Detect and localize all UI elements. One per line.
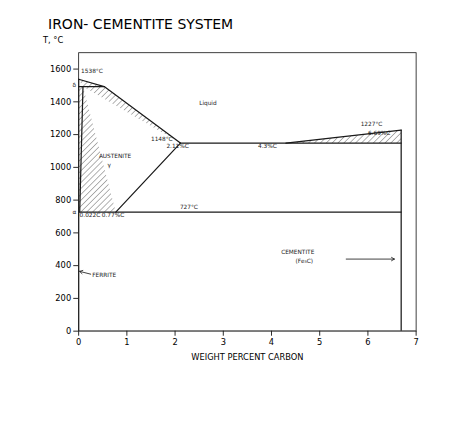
svg-text:AUSTENITE: AUSTENITE xyxy=(99,153,132,159)
svg-text:α: α xyxy=(72,209,76,215)
svg-text:4.3%C: 4.3%C xyxy=(258,143,277,149)
svg-text:1200: 1200 xyxy=(50,129,71,139)
svg-text:2: 2 xyxy=(172,337,177,347)
svg-text:1: 1 xyxy=(124,337,129,347)
svg-text:727°C: 727°C xyxy=(180,204,198,210)
svg-text:0: 0 xyxy=(66,326,71,336)
svg-text:(Fe₃C): (Fe₃C) xyxy=(296,258,313,264)
svg-text:600: 600 xyxy=(55,228,71,238)
svg-text:CEMENTITE: CEMENTITE xyxy=(281,249,315,255)
svg-text:0.022C: 0.022C xyxy=(80,212,101,218)
svg-text:γ: γ xyxy=(108,162,112,169)
svg-text:1227°C: 1227°C xyxy=(361,121,383,127)
svg-text:Liquid: Liquid xyxy=(199,100,217,107)
svg-text:800: 800 xyxy=(55,195,71,205)
svg-text:0: 0 xyxy=(76,337,81,347)
html-text:IRON- CEMENTITE SYSTEM: IRON- CEMENTITE SYSTEM xyxy=(48,16,234,32)
svg-text:2.11%C: 2.11%C xyxy=(166,143,188,149)
svg-text:FERRITE: FERRITE xyxy=(92,272,116,278)
svg-text:1400: 1400 xyxy=(50,97,71,107)
svg-text:T, °C: T, °C xyxy=(42,35,63,45)
svg-text:WEIGHT PERCENT CARBON: WEIGHT PERCENT CARBON xyxy=(191,352,303,362)
svg-text:3: 3 xyxy=(221,337,226,347)
svg-text:1000: 1000 xyxy=(50,162,71,172)
svg-text:200: 200 xyxy=(55,293,71,303)
svg-text:400: 400 xyxy=(55,260,71,270)
svg-text:1600: 1600 xyxy=(50,64,71,74)
svg-text:7: 7 xyxy=(413,337,418,347)
svg-text:4: 4 xyxy=(269,337,274,347)
svg-text:δ: δ xyxy=(72,82,76,88)
svg-text:5: 5 xyxy=(317,337,322,347)
svg-text:1538°C: 1538°C xyxy=(81,68,103,74)
svg-text:1148°C: 1148°C xyxy=(151,136,173,142)
svg-text:6: 6 xyxy=(365,337,370,347)
svg-text:0.77%C: 0.77%C xyxy=(102,212,124,218)
svg-text:6.69%C: 6.69%C xyxy=(368,130,390,136)
